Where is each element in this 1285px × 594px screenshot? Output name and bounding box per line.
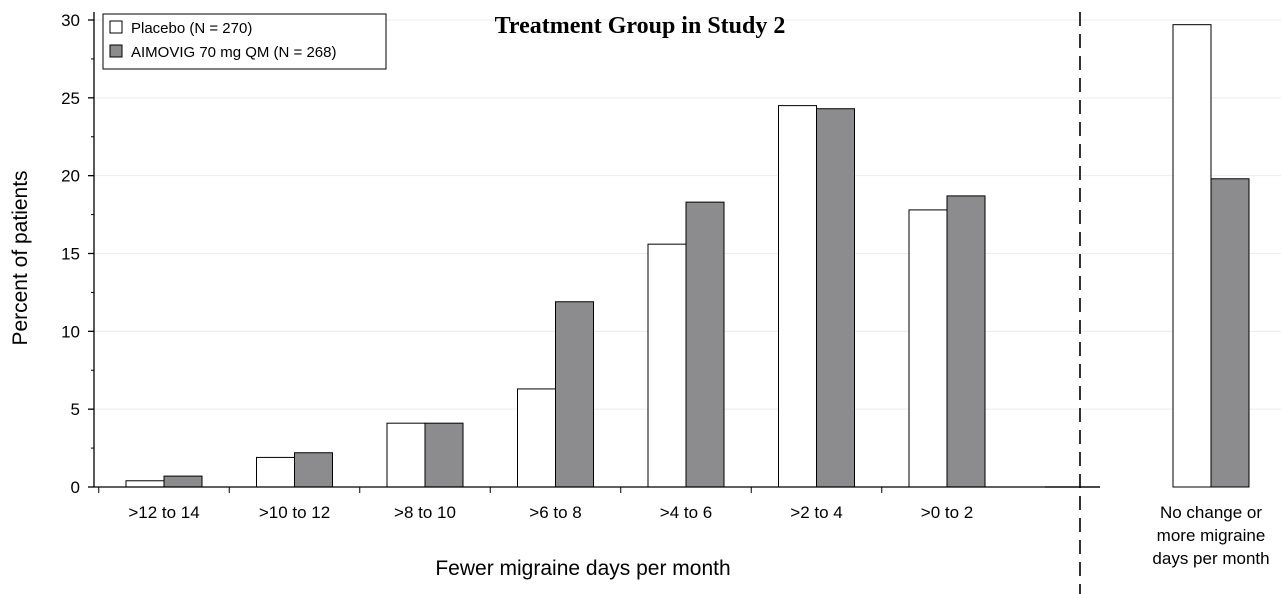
y-tick-label: 20 xyxy=(61,167,80,186)
bar-placebo-1 xyxy=(256,456,295,488)
legend-swatch xyxy=(109,20,123,34)
y-tick-label: 0 xyxy=(71,478,80,497)
chart-title: Treatment Group in Study 2 xyxy=(495,13,786,39)
bar-aimovig-5 xyxy=(816,108,855,488)
bar-aimovig-7 xyxy=(1210,178,1250,488)
bar-aimovig-6 xyxy=(946,195,986,488)
x-tick-label: >12 to 14 xyxy=(128,503,199,522)
x-tick-label: days per month xyxy=(1152,549,1269,568)
bar-placebo-4 xyxy=(647,243,687,488)
x-tick-label: >2 to 4 xyxy=(790,503,842,522)
x-tick-label: more migraine xyxy=(1157,526,1266,545)
legend: Placebo (N = 270) AIMOVIG 70 mg QM (N = 2… xyxy=(102,13,387,70)
x-tick-label: >8 to 10 xyxy=(394,503,456,522)
bar-aimovig-1 xyxy=(294,452,333,488)
y-tick-label: 10 xyxy=(61,322,80,341)
bar-placebo-3 xyxy=(517,388,556,488)
bars xyxy=(125,24,1250,488)
bar-aimovig-4 xyxy=(685,201,725,488)
x-tick-label: >0 to 2 xyxy=(921,503,973,522)
x-axis-label: Fewer migraine days per month xyxy=(435,557,730,580)
y-tick-label: 15 xyxy=(61,245,80,264)
y-tick-label: 5 xyxy=(71,400,80,419)
legend-label: Placebo (N = 270) xyxy=(131,20,252,37)
bar-placebo-2 xyxy=(386,422,426,488)
bar-placebo-7 xyxy=(1172,24,1212,488)
legend-box xyxy=(102,13,387,70)
y-axis-label: Percent of patients xyxy=(9,170,32,345)
x-tick-label: >6 to 8 xyxy=(529,503,581,522)
bar-aimovig-2 xyxy=(424,422,464,488)
x-tick-label: No change or xyxy=(1160,503,1262,522)
bar-placebo-6 xyxy=(908,209,948,488)
x-tick-label: >4 to 6 xyxy=(660,503,712,522)
legend-label: AIMOVIG 70 mg QM (N = 268) xyxy=(131,44,336,61)
legend-swatch xyxy=(109,44,123,58)
x-tick-label: >10 to 12 xyxy=(259,503,330,522)
y-tick-label: 25 xyxy=(61,89,80,108)
bar-placebo-0 xyxy=(125,480,165,488)
bar-placebo-5 xyxy=(778,105,817,488)
axes: >12 to 14 >10 to 12 >8 to 10 >6 to 8 >4 to 6… xyxy=(61,11,1270,594)
y-tick-label: 30 xyxy=(61,11,80,30)
bar-aimovig-3 xyxy=(555,301,594,488)
bar-aimovig-0 xyxy=(163,475,203,488)
